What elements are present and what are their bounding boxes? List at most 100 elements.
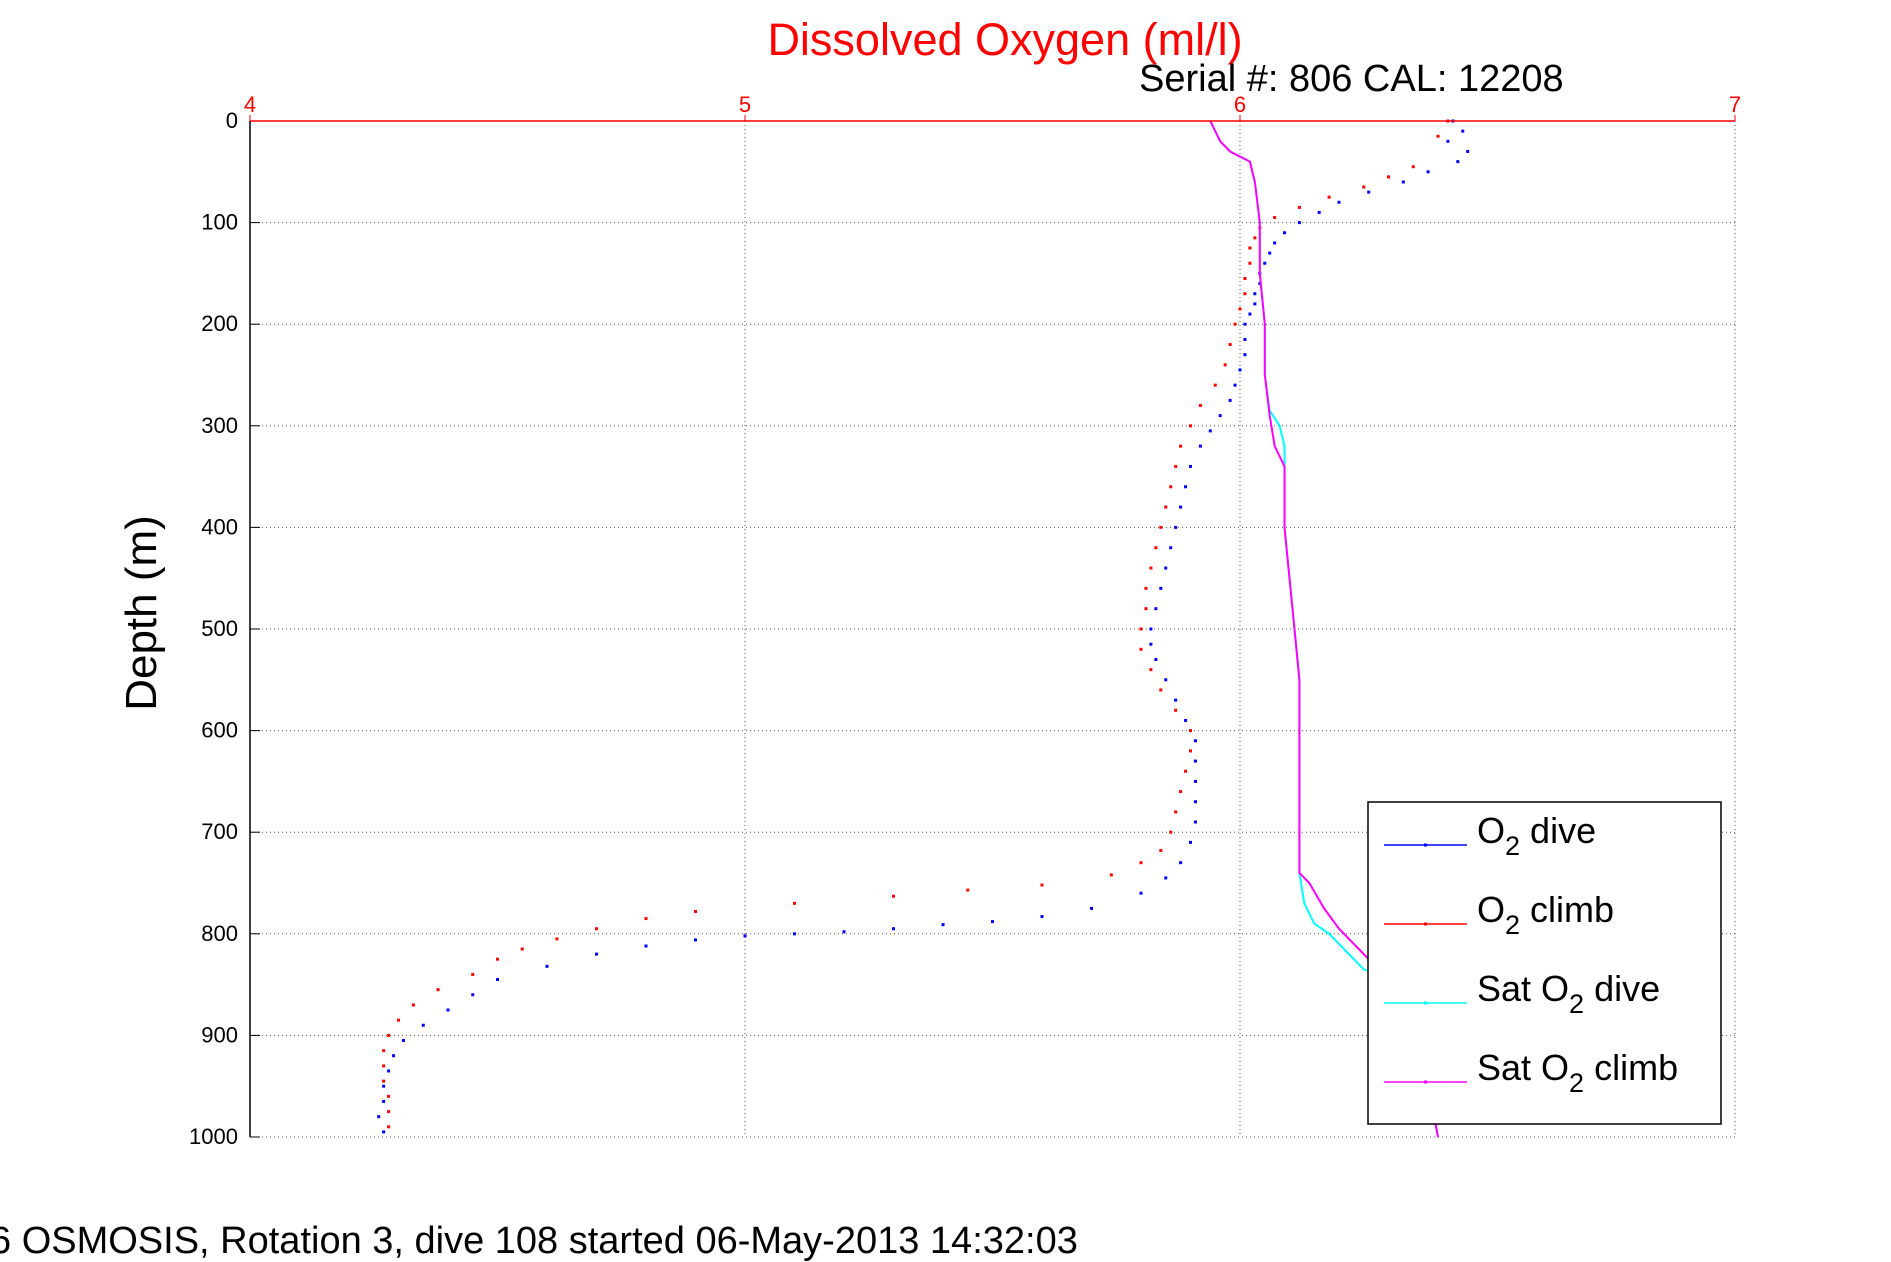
data-point: [401, 1038, 405, 1042]
data-point: [1179, 505, 1183, 509]
data-point: [966, 888, 970, 892]
data-point: [1139, 891, 1143, 895]
legend-label: O2 dive: [1477, 810, 1596, 861]
y-tick-label: 500: [201, 616, 238, 641]
data-point: [382, 1049, 386, 1053]
data-point: [1283, 231, 1287, 235]
y-tick-label: 400: [201, 514, 238, 539]
data-point: [941, 923, 945, 927]
data-point: [1273, 241, 1277, 245]
data-point: [1174, 464, 1178, 468]
data-point: [1436, 134, 1440, 138]
data-point: [1193, 800, 1197, 804]
data-point: [1164, 678, 1168, 682]
data-point: [1243, 337, 1247, 341]
data-point: [1159, 688, 1163, 692]
data-point: [1164, 566, 1168, 570]
data-point: [1154, 546, 1158, 550]
y-tick-label: 800: [201, 921, 238, 946]
legend-swatch-marker: [1424, 922, 1427, 926]
data-point: [382, 1084, 386, 1088]
data-point: [397, 1018, 400, 1022]
data-point: [1248, 312, 1252, 316]
data-point: [1243, 322, 1247, 326]
data-point: [1179, 444, 1183, 448]
data-point: [1164, 505, 1168, 509]
footer-caption: 6 OSMOSIS, Rotation 3, dive 108 started …: [0, 1220, 1078, 1262]
data-point: [1154, 607, 1158, 611]
y-tick-label: 600: [201, 718, 238, 743]
y-tick-label: 100: [201, 210, 238, 235]
data-point: [471, 972, 475, 976]
data-point: [1159, 525, 1163, 529]
data-point: [411, 1003, 415, 1007]
y-tick-label: 900: [201, 1022, 238, 1047]
data-point: [1362, 185, 1366, 189]
data-point: [496, 978, 499, 982]
data-point: [1253, 292, 1257, 296]
data-point: [382, 1079, 386, 1083]
data-point: [1297, 221, 1301, 225]
data-point: [1263, 261, 1267, 265]
legend-label: O2 climb: [1477, 889, 1614, 940]
data-point: [387, 1125, 391, 1129]
data-point: [1238, 307, 1242, 311]
data-point: [1169, 485, 1173, 489]
data-point: [1387, 175, 1390, 179]
data-point: [1189, 840, 1192, 844]
data-point: [446, 1008, 450, 1012]
data-point: [1243, 292, 1247, 296]
data-point: [1248, 261, 1252, 265]
data-point: [1040, 883, 1044, 887]
data-point: [1184, 718, 1188, 722]
data-point: [387, 1069, 391, 1073]
data-point: [1159, 586, 1163, 590]
data-point: [382, 1130, 386, 1134]
data-point: [1144, 607, 1148, 611]
data-point: [694, 938, 697, 942]
data-point: [1461, 129, 1465, 133]
data-point: [1367, 190, 1371, 194]
legend-swatch-marker: [1424, 1001, 1427, 1005]
data-point: [1411, 165, 1415, 169]
data-point: [1297, 205, 1301, 209]
y-tick-label: 1000: [189, 1124, 238, 1149]
data-point: [1456, 160, 1460, 164]
data-point: [1189, 464, 1192, 468]
data-point: [520, 947, 524, 951]
data-point: [1169, 546, 1173, 550]
y-axis-label: Depth (m): [117, 515, 166, 711]
y-tick-label: 0: [226, 108, 238, 133]
data-point: [1179, 861, 1183, 865]
data-point: [595, 952, 598, 956]
data-point: [382, 1064, 386, 1068]
data-point: [1139, 861, 1143, 865]
data-point: [1164, 876, 1168, 880]
data-point: [1253, 302, 1257, 306]
data-point: [1317, 210, 1321, 214]
data-point: [644, 944, 648, 948]
data-point: [1174, 708, 1178, 712]
data-point: [1243, 276, 1247, 280]
legend-box: [1367, 801, 1722, 1125]
x-tick-label: 7: [1729, 92, 1741, 117]
data-point: [1198, 403, 1202, 407]
data-point: [1189, 424, 1192, 428]
data-point: [1040, 915, 1044, 919]
data-point: [1223, 363, 1227, 367]
data-point: [387, 1110, 391, 1114]
data-point: [382, 1099, 386, 1103]
data-point: [387, 1094, 391, 1098]
legend-swatch-marker: [1424, 843, 1427, 847]
data-point: [1193, 820, 1197, 824]
data-point: [1208, 429, 1212, 433]
data-point: [496, 957, 499, 961]
data-point: [545, 964, 549, 968]
data-point: [694, 909, 697, 913]
y-tick-label: 300: [201, 413, 238, 438]
data-point: [1253, 236, 1257, 240]
series-o2-climb: [382, 119, 1450, 1129]
data-point: [1090, 906, 1093, 910]
data-point: [1198, 444, 1202, 448]
